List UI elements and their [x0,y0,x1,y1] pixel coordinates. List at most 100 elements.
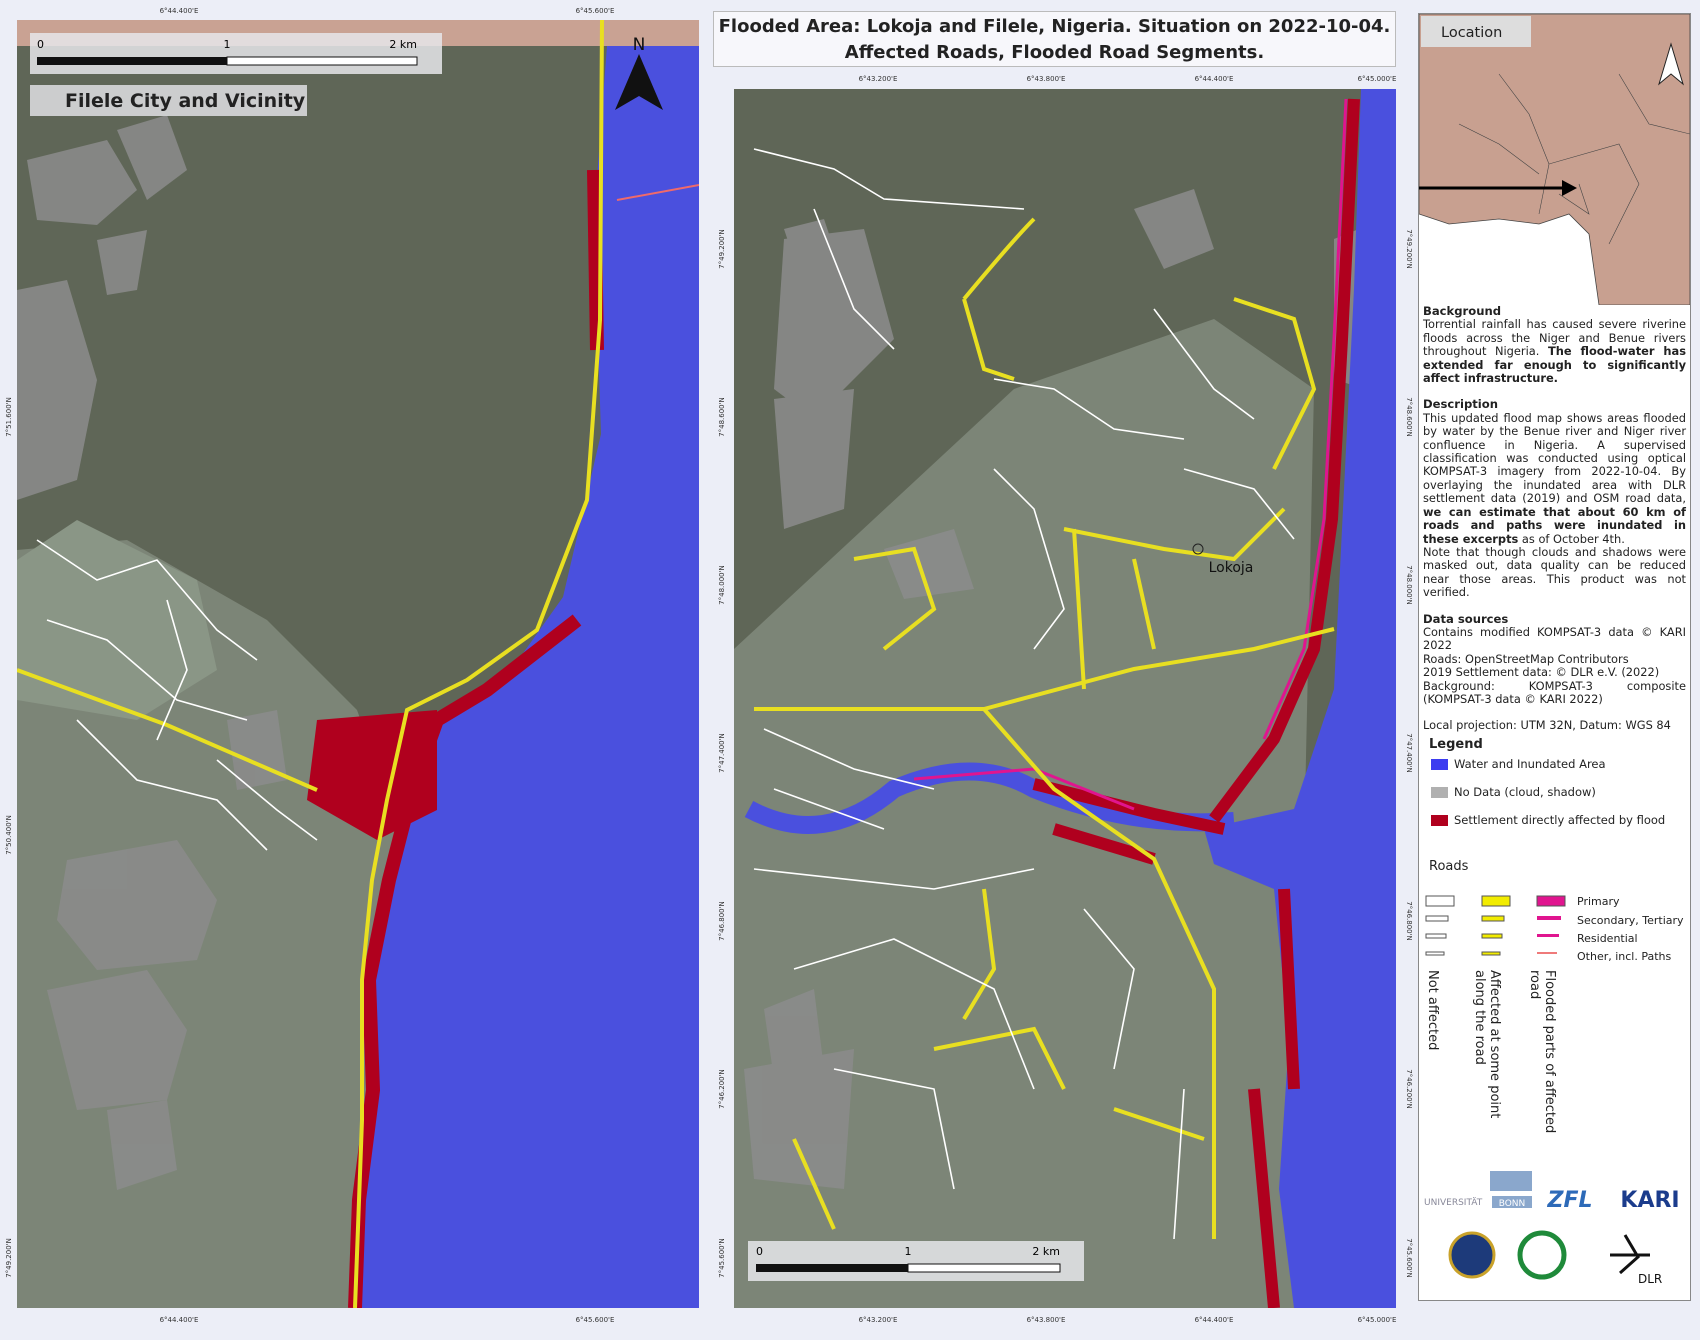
shape [1537,934,1559,937]
shape [1072,528,1156,690]
shape [47,970,187,1110]
road-class: Residential [1577,932,1638,945]
scale-label: 1 [224,38,231,51]
swatch-column [1425,895,1455,956]
shape [1558,183,1590,215]
shape [1618,73,1690,135]
x-coord-label: 6°43.800'E [1027,1316,1066,1324]
title-line: Affected Roads, Flooded Road Segments. [844,42,1265,63]
scale-bar [37,57,227,65]
shape [1548,143,1640,245]
settlement-area [734,319,1314,1308]
road [17,668,318,792]
shape [993,378,1185,440]
north-label: N [633,35,646,55]
logo-text: BONN [1499,1199,1526,1209]
affected-settlement [1032,98,1360,1308]
logo-text: DLR [1638,1272,1662,1286]
shape [1458,123,1540,175]
shape [1425,915,1449,922]
shape [27,140,137,225]
x-coord-label: 6°45.000'E [1358,1316,1397,1324]
shape [1113,1107,1205,1141]
y-coord-label: 7°46.800'N [1405,901,1413,941]
paragraph: Background: KOMPSAT-3 composite (KOMPSAT… [1423,678,1686,706]
scale-box [748,1241,1084,1281]
shape [1425,933,1447,939]
shape [813,208,895,350]
shape [1536,895,1566,907]
shape [764,989,824,1079]
text: we can estimate that about 60 km of road… [1423,504,1686,546]
borders [1458,73,1690,245]
sidebar: Location Background Torrential rainfall … [1418,13,1691,1301]
scale-bar [756,1264,908,1272]
shape [982,707,1216,1239]
shape [1481,951,1501,956]
title-box: Flooded Area: Lokoja and Filele, Nigeria… [713,11,1396,67]
affected-settlement [307,710,437,840]
text: The flood-water has extended far enough … [1423,344,1686,386]
scale-box [30,33,442,74]
logo-shape [1490,1171,1532,1191]
road-column-label: Not affected [1425,970,1440,1051]
y-coord-label: 7°45.600'N [718,1238,726,1278]
legend-swatch [1431,759,1448,770]
paragraph: Note that though clouds and shadows were… [1423,544,1686,600]
shape [1153,308,1295,540]
pointer-head [1562,180,1577,196]
road-class: Other, incl. Paths [1577,950,1672,963]
shape [57,840,217,970]
y-coord-label: 7°45.600'N [1405,1238,1413,1278]
y-coord-label: 7°48.000'N [718,565,726,605]
logo-text: ZFL [1547,1188,1593,1213]
y-coord-label: 7°46.200'N [1405,1069,1413,1109]
title-line: Flooded Area: Lokoja and Filele, Nigeria… [718,16,1391,37]
road-column-label: Affected at some point along the road [1472,970,1502,1119]
shape [962,888,997,1021]
roads-affected [754,217,1335,1239]
scale-bar [907,1263,1061,1273]
shape [117,115,187,200]
shape [833,908,1185,1240]
x-coord-label: 6°43.200'E [859,1316,898,1324]
paragraph: Torrential rainfall has caused severe ri… [1423,318,1686,385]
x-coord-label: 6°44.400'E [1195,1316,1234,1324]
roads-unaffected [753,148,1295,1240]
cloud-masks [744,189,1364,1189]
swatch-column [1481,895,1511,956]
y-coord-label: 7°47.400'N [1405,733,1413,773]
y-coord-label: 7°47.400'N [718,733,726,773]
shape [744,1049,854,1189]
shape [1425,895,1455,907]
shape [46,619,248,721]
road-column-label: Flooded parts of affected road [1527,970,1557,1134]
shape [1481,933,1503,939]
shape [853,546,937,651]
inset-label-box [1421,16,1531,47]
x-coord-label: 6°45.600'E [576,7,615,15]
logo-shape [1517,1230,1567,1280]
y-coord-label: 7°50.400'N [5,815,13,855]
shape [774,229,894,419]
x-coord-label: 6°45.000'E [1358,75,1397,83]
shape [753,728,1035,890]
text: as of October 4th. [1518,531,1625,546]
y-coord-label: 7°49.200'N [5,1238,13,1278]
river [357,46,699,1308]
north-arrow [615,54,663,110]
tributary [744,762,1235,834]
shape [774,389,854,529]
shape [156,599,188,741]
shape [1481,915,1505,922]
y-coord-label: 7°48.600'N [718,397,726,437]
scale-label: 1 [905,1245,912,1258]
x-coord-label: 6°44.400'E [160,1316,199,1324]
shape [793,938,1035,1090]
shape [1537,952,1557,954]
y-coord-label: 7°49.200'N [1405,229,1413,269]
shape [792,1026,1066,1230]
shape [884,529,974,599]
